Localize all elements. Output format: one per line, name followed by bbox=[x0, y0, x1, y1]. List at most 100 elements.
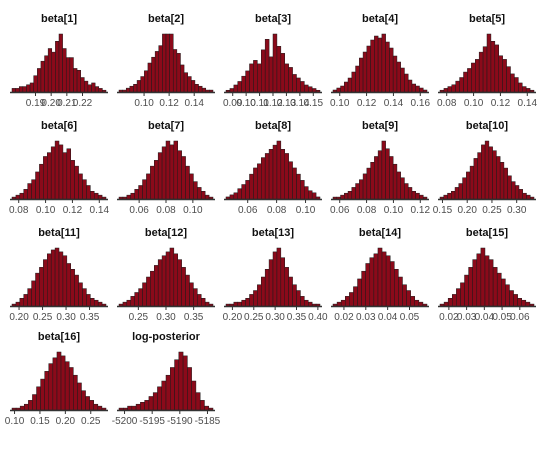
x-tick-label: 0.12 bbox=[491, 98, 511, 109]
histogram-bar bbox=[65, 57, 71, 93]
histogram-bar bbox=[304, 84, 309, 93]
x-tick-label: 0.10 bbox=[36, 205, 56, 216]
histogram-bar bbox=[488, 146, 493, 200]
histogram-bar bbox=[481, 144, 486, 200]
histogram-bar bbox=[24, 403, 29, 411]
histogram-bar bbox=[264, 153, 270, 200]
histogram-bar bbox=[229, 194, 235, 200]
histogram-bar bbox=[502, 59, 507, 93]
histogram-bar bbox=[404, 183, 409, 200]
histogram-bar bbox=[496, 272, 502, 307]
histogram-bar bbox=[366, 167, 371, 200]
panel-title: beta[3] bbox=[255, 13, 291, 25]
histogram-bar bbox=[50, 146, 56, 200]
histogram-bar bbox=[11, 407, 17, 411]
histogram-bar bbox=[389, 156, 394, 200]
histogram-bar bbox=[193, 181, 198, 200]
histogram-bar bbox=[31, 280, 36, 307]
histogram-bar bbox=[241, 75, 246, 93]
histogram-bar bbox=[74, 165, 79, 200]
histogram-bar bbox=[518, 82, 523, 93]
histogram-bar bbox=[193, 288, 198, 307]
histogram-bar bbox=[70, 269, 75, 307]
histogram-bar bbox=[373, 253, 379, 307]
histogram-bar bbox=[173, 253, 179, 307]
histogram-bar bbox=[138, 288, 143, 307]
histogram-bar bbox=[18, 86, 24, 93]
histogram-panel: log-posterior -5200 -5195 -5190 -5185 bbox=[112, 331, 221, 427]
histogram-bar bbox=[513, 294, 518, 307]
histogram-bar bbox=[482, 46, 488, 93]
histogram-bar bbox=[165, 251, 171, 307]
histogram-bar bbox=[385, 148, 390, 200]
histogram-bar bbox=[47, 48, 53, 93]
histogram-bar bbox=[50, 249, 56, 307]
histogram-bar bbox=[140, 76, 145, 93]
histogram-bar bbox=[70, 160, 75, 200]
histogram-bar bbox=[439, 89, 445, 93]
histogram-bar bbox=[369, 257, 375, 307]
histogram-bar bbox=[272, 251, 278, 307]
panel-title: beta[9] bbox=[362, 120, 398, 132]
histogram-bar bbox=[486, 33, 492, 93]
histogram-bar bbox=[315, 303, 321, 307]
histogram-bar bbox=[152, 392, 158, 411]
histogram-bar bbox=[514, 77, 519, 93]
histogram-panel: beta[16] 0.10 0.15 0.20 0.25 bbox=[5, 331, 108, 427]
histogram-bar bbox=[276, 46, 282, 93]
histogram-bar bbox=[452, 294, 457, 307]
x-tick-label: 0.21 bbox=[57, 98, 77, 109]
histogram-panel: beta[5] 0.08 0.10 0.12 0.14 bbox=[437, 13, 537, 109]
x-tick-label: 0.10 bbox=[236, 98, 256, 109]
histogram-bar bbox=[492, 267, 498, 307]
histogram-bar bbox=[284, 153, 289, 200]
histogram-bar bbox=[443, 301, 449, 307]
histogram-bar bbox=[48, 363, 54, 411]
histogram-bar bbox=[91, 82, 96, 93]
histogram-bar bbox=[144, 70, 149, 93]
histogram-bar bbox=[169, 247, 175, 307]
histogram-bar bbox=[66, 148, 72, 200]
histogram-bar bbox=[253, 290, 258, 307]
panel-title: beta[16] bbox=[38, 331, 81, 343]
histogram-bar bbox=[39, 267, 44, 307]
histogram-bar bbox=[97, 405, 103, 411]
histogram-bar bbox=[233, 301, 239, 307]
histogram-bar bbox=[198, 85, 203, 93]
histogram-bar bbox=[15, 88, 20, 93]
x-tick-label: 0.14 bbox=[290, 98, 310, 109]
histogram-bar bbox=[459, 77, 464, 93]
histogram-bar bbox=[161, 380, 167, 411]
histogram-bar bbox=[377, 150, 383, 200]
x-tick-label: 0.03 bbox=[457, 312, 477, 323]
histogram-bar bbox=[349, 292, 354, 307]
histogram-bar bbox=[359, 179, 364, 200]
histogram-bar bbox=[146, 173, 151, 200]
panel-title: beta[12] bbox=[145, 227, 188, 239]
histogram-bar bbox=[162, 33, 167, 93]
panel-title: beta[14] bbox=[359, 227, 402, 239]
histogram-bar bbox=[374, 156, 379, 200]
histogram-bar bbox=[201, 298, 206, 307]
histogram-bar bbox=[490, 41, 496, 93]
histogram-bar bbox=[284, 63, 289, 93]
x-tick-label: 0.10 bbox=[5, 416, 25, 427]
x-tick-label: 0.10 bbox=[296, 205, 316, 216]
histogram-bar bbox=[340, 194, 345, 200]
histogram-bar bbox=[392, 55, 398, 93]
histogram-bar bbox=[225, 196, 231, 200]
histogram-bar bbox=[257, 284, 262, 307]
histogram-bar bbox=[44, 371, 50, 411]
histogram-bar bbox=[261, 276, 266, 307]
histogram-bar bbox=[284, 267, 289, 307]
histogram-bar bbox=[208, 407, 214, 411]
histogram-bar bbox=[357, 278, 362, 307]
x-tick-label: 0.30 bbox=[56, 312, 76, 323]
histogram-bar bbox=[463, 71, 468, 93]
histogram-bar bbox=[385, 41, 390, 93]
x-tick-label: 0.20 bbox=[223, 312, 243, 323]
histogram-bar bbox=[94, 192, 99, 200]
x-tick-label: 0.02 bbox=[439, 312, 459, 323]
histogram-bar bbox=[418, 301, 424, 307]
histogram-bar bbox=[189, 173, 194, 200]
